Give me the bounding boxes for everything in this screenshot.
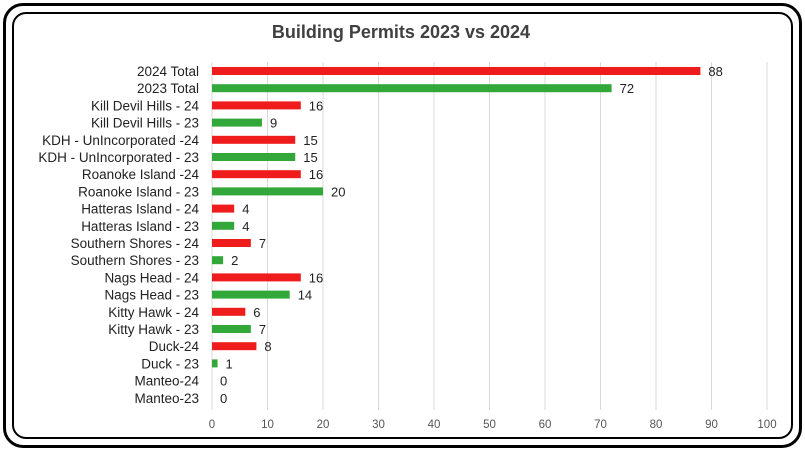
category-label: Nags Head - 24 [104, 270, 199, 285]
bar [212, 273, 301, 282]
data-label: 0 [220, 391, 227, 406]
data-label: 4 [242, 219, 249, 234]
data-label: 2 [231, 253, 238, 268]
data-label: 16 [309, 270, 323, 285]
category-label: Southern Shores - 23 [71, 253, 199, 268]
data-label: 20 [331, 184, 345, 199]
category-label: Kitty Hawk - 23 [108, 322, 199, 337]
category-label: Kitty Hawk - 24 [108, 305, 199, 320]
bar [212, 187, 323, 196]
bar [212, 256, 224, 265]
x-axis-ticks: 0 10 20 30 40 50 60 70 80 90 100 [209, 419, 777, 431]
bar [212, 239, 251, 247]
bar [212, 84, 612, 93]
data-label: 14 [298, 288, 312, 303]
bar [212, 359, 218, 368]
category-label: 2023 Total [137, 81, 199, 96]
category-label: Roanoke Island -24 [82, 167, 200, 182]
data-label: 15 [303, 150, 317, 165]
category-label: KDH - UnIncorporated - 23 [38, 150, 199, 165]
category-label: Hatteras Island - 24 [81, 202, 199, 217]
bar [212, 307, 246, 316]
data-label: 6 [253, 305, 260, 320]
category-label: Manteo-23 [134, 391, 199, 406]
data-label: 72 [620, 81, 634, 96]
data-label: 16 [309, 167, 323, 182]
bar [212, 325, 251, 333]
bar [212, 101, 301, 110]
x-tick-label: 50 [483, 419, 496, 431]
data-label: 1 [226, 356, 233, 371]
category-label: Manteo-24 [134, 374, 199, 389]
chart-frame [3, 3, 802, 448]
data-label: 15 [303, 133, 317, 148]
category-label: Duck-24 [149, 339, 200, 354]
x-tick-label: 20 [317, 419, 330, 431]
bar [212, 135, 296, 144]
data-label: 8 [264, 339, 271, 354]
category-label: Nags Head - 23 [104, 288, 199, 303]
category-label: Roanoke Island - 23 [78, 184, 199, 199]
x-tick-label: 100 [757, 419, 776, 431]
x-tick-label: 70 [594, 419, 607, 431]
x-tick-label: 0 [209, 419, 215, 431]
data-label: 7 [259, 236, 266, 251]
x-tick-label: 40 [428, 419, 441, 431]
x-tick-label: 80 [650, 419, 663, 431]
data-label: 9 [270, 116, 277, 131]
x-tick-label: 10 [261, 419, 274, 431]
category-label: Duck - 23 [141, 356, 199, 371]
data-label: 4 [242, 202, 249, 217]
x-tick-label: 30 [372, 419, 385, 431]
bar [212, 221, 235, 230]
category-label: Kill Devil Hills - 23 [91, 116, 199, 131]
data-label: 88 [708, 64, 722, 79]
x-tick-label: 60 [539, 419, 552, 431]
chart-inner-border [12, 12, 793, 439]
bar [212, 118, 262, 127]
category-label: KDH - UnIncorporated -24 [42, 133, 199, 148]
data-label: 16 [309, 98, 323, 113]
bar [212, 153, 296, 161]
data-label: 7 [259, 322, 266, 337]
category-label: Southern Shores - 24 [71, 236, 200, 251]
bar [212, 342, 257, 351]
gridlines [211, 62, 768, 410]
x-tick-label: 90 [705, 419, 718, 431]
category-labels: 2024 Total 2023 Total Kill Devil Hills - 2… [38, 64, 199, 406]
bar [212, 204, 235, 213]
category-label: Kill Devil Hills - 24 [91, 98, 200, 113]
category-label: Hatteras Island - 23 [81, 219, 199, 234]
bars [212, 67, 701, 368]
data-label: 0 [220, 374, 227, 389]
bar [212, 170, 301, 179]
bar [212, 67, 701, 75]
chart-title: Building Permits 2023 vs 2024 [272, 22, 530, 42]
category-label: 2024 Total [137, 64, 199, 79]
bar [212, 290, 290, 299]
